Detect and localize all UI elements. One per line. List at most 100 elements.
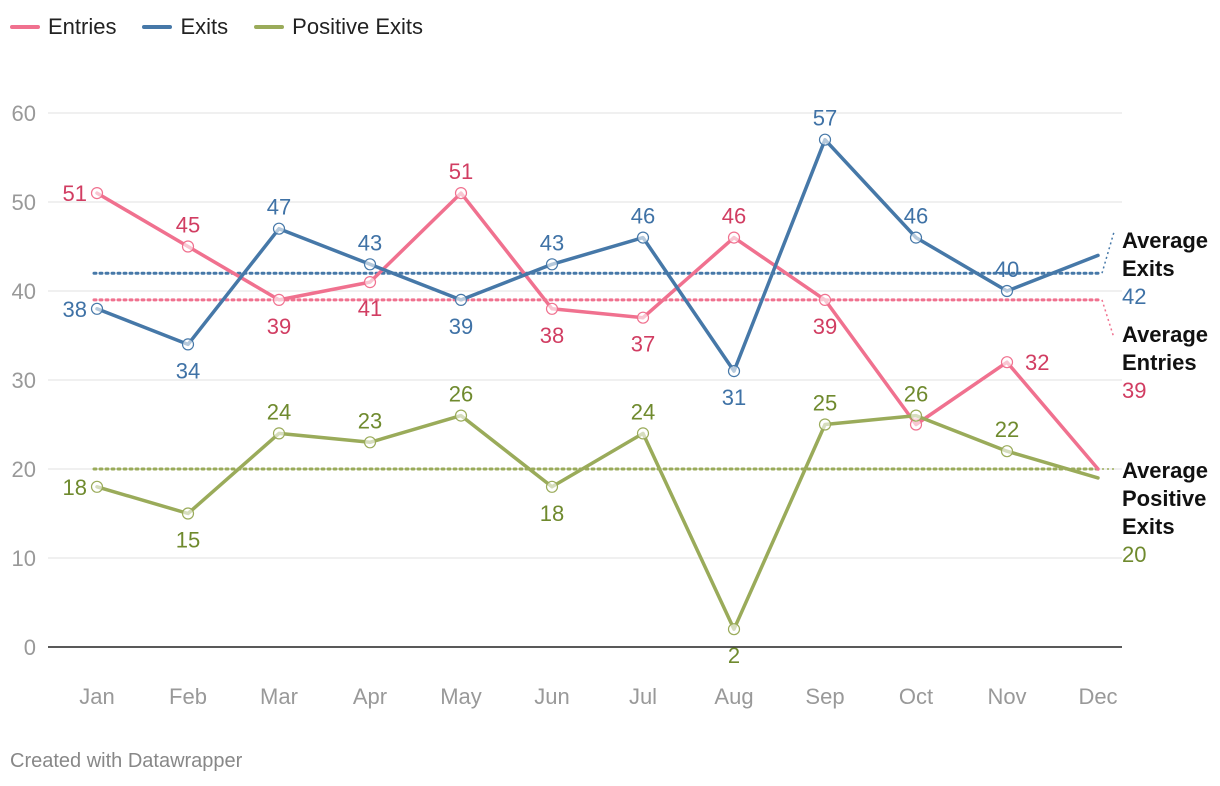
- data-label-exits-nov: 40: [995, 257, 1019, 282]
- footer-credit: Created with Datawrapper: [10, 750, 243, 772]
- average-labels: Average Exits 42 Average Entries 39 Average Pos…: [1122, 228, 1208, 567]
- data-label-exits-oct: 46: [904, 204, 928, 229]
- x-tick-label-nov: Nov: [987, 684, 1026, 709]
- data-label-positive-jun: 18: [540, 501, 564, 526]
- data-point-entries-jan: [90, 187, 104, 200]
- average-label-positive-line-2: Exits: [1122, 514, 1175, 539]
- data-point-entries-nov: [1000, 356, 1014, 369]
- data-label-positive-jul: 24: [631, 399, 655, 424]
- average-label-exits-line-1: Exits: [1122, 256, 1175, 281]
- line-chart: 0 10 20 30 40 50 60 Jan Feb Mar Apr May Jun Jul Aug Se…: [12, 101, 1209, 709]
- data-label-exits-feb: 34: [176, 358, 200, 383]
- data-point-exits-may: [454, 293, 468, 306]
- average-label-entries-line-1: Entries: [1122, 350, 1197, 375]
- data-point-exits-sep: [818, 133, 832, 146]
- data-label-entries-mar: 39: [267, 314, 291, 339]
- legend-label-positive-exits: Positive Exits: [292, 14, 423, 39]
- data-labels: 51 45 39 41 51 38 37 46 39 32 38 34 47 43 39 43 46 31 57 46…: [63, 106, 1050, 669]
- x-tick-label-jul: Jul: [629, 684, 657, 709]
- data-label-positive-oct: 26: [904, 382, 928, 407]
- data-point-positive-apr: [363, 436, 377, 449]
- average-label-entries-line-0: Average: [1122, 322, 1208, 347]
- x-tick-label-feb: Feb: [169, 684, 207, 709]
- x-tick-label-may: May: [440, 684, 482, 709]
- data-label-positive-feb: 15: [176, 528, 200, 553]
- legend-label-entries: Entries: [48, 14, 117, 39]
- average-value-entries: 39: [1122, 378, 1146, 403]
- y-axis: 0 10 20 30 40 50 60: [12, 101, 36, 660]
- legend-swatch-positive-exits: [254, 25, 285, 29]
- data-label-entries-sep: 39: [813, 314, 837, 339]
- average-label-exits-line-0: Average: [1122, 228, 1208, 253]
- average-connector-exits: [1101, 231, 1115, 274]
- data-point-exits-jun: [545, 258, 559, 271]
- x-tick-label-jun: Jun: [534, 684, 569, 709]
- x-tick-label-dec: Dec: [1078, 684, 1117, 709]
- data-label-exits-apr: 43: [358, 230, 382, 255]
- series-line-exits: [95, 137, 1100, 373]
- data-label-exits-jan: 38: [63, 297, 87, 322]
- legend-swatch-entries: [10, 25, 40, 29]
- y-tick-label-40: 40: [12, 279, 36, 304]
- y-tick-label-60: 60: [12, 101, 36, 126]
- average-label-positive-line-0: Average: [1122, 458, 1208, 483]
- data-label-positive-may: 26: [449, 382, 473, 407]
- series-line-entries: [95, 191, 1100, 471]
- data-label-exits-sep: 57: [813, 106, 837, 131]
- data-label-entries-feb: 45: [176, 213, 200, 238]
- data-point-positive-aug: [727, 623, 741, 636]
- average-value-exits: 42: [1122, 284, 1146, 309]
- data-label-positive-nov: 22: [995, 417, 1019, 442]
- data-point-entries-may: [454, 187, 468, 200]
- average-connector-entries: [1101, 299, 1115, 339]
- data-points: [90, 133, 1014, 636]
- grid: [48, 112, 1122, 648]
- data-point-entries-jun: [545, 302, 559, 315]
- data-point-entries-feb: [181, 240, 195, 253]
- data-label-entries-jan: 51: [63, 181, 87, 206]
- data-point-exits-oct: [909, 231, 923, 244]
- x-tick-label-sep: Sep: [805, 684, 844, 709]
- data-label-exits-aug: 31: [722, 385, 746, 410]
- data-label-exits-jul: 46: [631, 204, 655, 229]
- data-point-exits-apr: [363, 258, 377, 271]
- data-label-exits-jun: 43: [540, 230, 564, 255]
- x-tick-label-apr: Apr: [353, 684, 387, 709]
- data-label-exits-mar: 47: [267, 195, 291, 220]
- data-point-exits-nov: [1000, 284, 1014, 298]
- x-tick-label-aug: Aug: [714, 684, 753, 709]
- data-label-entries-jun: 38: [540, 323, 564, 348]
- data-label-positive-jan: 18: [63, 475, 87, 500]
- y-tick-label-20: 20: [12, 457, 36, 482]
- data-label-entries-jul: 37: [631, 332, 655, 357]
- data-label-positive-apr: 23: [358, 408, 382, 433]
- average-label-positive-line-1: Positive: [1122, 486, 1206, 511]
- data-point-positive-jul: [636, 427, 650, 440]
- average-value-positive: 20: [1122, 542, 1146, 567]
- x-tick-label-oct: Oct: [899, 684, 933, 709]
- legend-item-positive-exits[interactable]: Positive Exits: [254, 14, 423, 40]
- data-point-positive-jan: [90, 480, 104, 493]
- data-point-entries-sep: [818, 293, 832, 306]
- data-point-exits-mar: [272, 222, 286, 235]
- legend-item-entries[interactable]: Entries: [10, 14, 116, 40]
- average-lines: [92, 231, 1115, 471]
- data-point-exits-feb: [181, 338, 195, 351]
- x-tick-label-mar: Mar: [260, 684, 298, 709]
- data-point-exits-aug: [727, 365, 741, 378]
- y-tick-label-10: 10: [12, 546, 36, 571]
- data-point-exits-jan: [90, 302, 104, 315]
- data-point-positive-sep: [818, 418, 832, 431]
- legend: Entries Exits Positive Exits: [10, 14, 423, 40]
- data-label-exits-may: 39: [449, 314, 473, 339]
- data-point-entries-apr: [363, 276, 377, 289]
- data-label-entries-may: 51: [449, 159, 473, 184]
- data-label-positive-sep: 25: [813, 391, 837, 416]
- legend-item-exits[interactable]: Exits: [142, 14, 228, 40]
- data-point-exits-jul: [636, 231, 650, 244]
- x-tick-label-jan: Jan: [79, 684, 114, 709]
- data-label-entries-apr: 41: [358, 296, 382, 321]
- data-point-entries-aug: [727, 231, 741, 244]
- y-tick-label-50: 50: [12, 190, 36, 215]
- legend-swatch-exits: [142, 25, 173, 29]
